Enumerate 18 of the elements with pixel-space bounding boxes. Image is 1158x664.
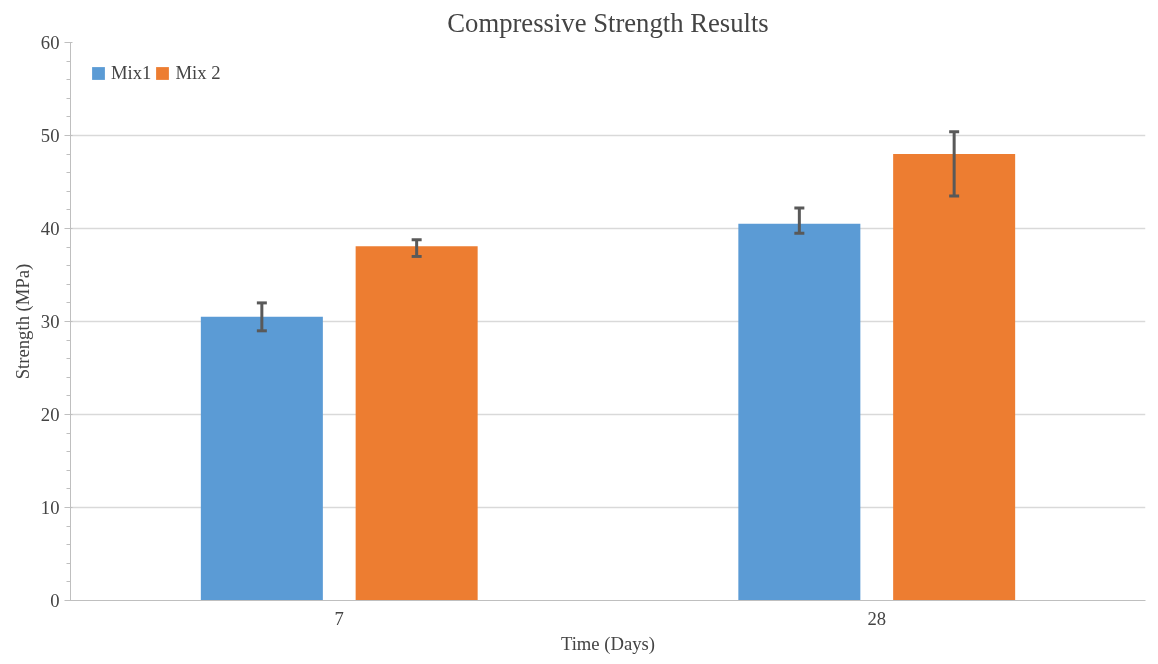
bar <box>893 154 1016 601</box>
y-tick-label: 0 <box>50 590 60 611</box>
chart-title: Compressive Strength Results <box>447 7 769 38</box>
y-tick-label: 50 <box>40 125 60 146</box>
y-tick-label: 30 <box>40 311 60 332</box>
legend-label: Mix 2 <box>175 62 221 84</box>
bar <box>200 316 323 601</box>
x-tick-label: 28 <box>867 607 887 629</box>
y-tick-label: 10 <box>40 497 60 518</box>
y-axis-title: Strength (MPa) <box>11 263 34 380</box>
bar <box>738 223 861 601</box>
x-axis-title: Time (Days) <box>560 632 656 655</box>
y-tick-label: 20 <box>40 404 60 425</box>
bar <box>355 246 478 601</box>
y-tick-label: 40 <box>40 218 60 239</box>
y-tick-label: 60 <box>40 32 60 53</box>
legend-label: Mix1 <box>111 62 152 84</box>
x-tick-label: 7 <box>334 607 344 629</box>
